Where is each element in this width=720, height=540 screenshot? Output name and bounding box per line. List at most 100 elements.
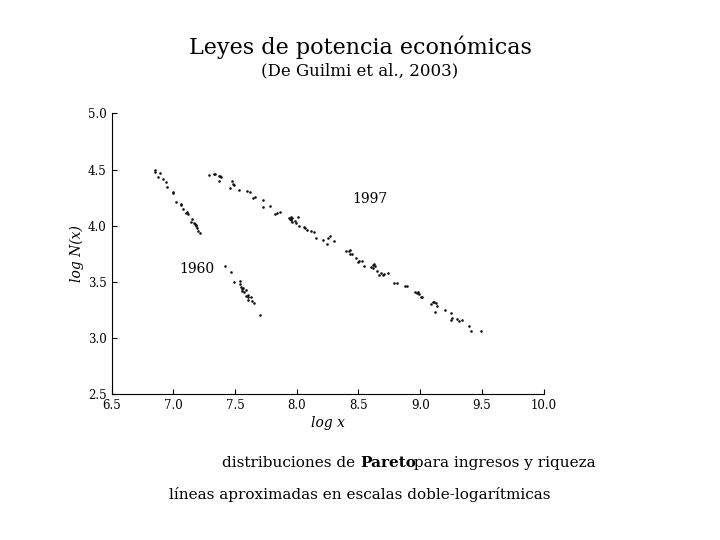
Text: para ingresos y riqueza: para ingresos y riqueza — [409, 456, 595, 470]
X-axis label: log x: log x — [310, 416, 345, 430]
Point — [241, 187, 253, 195]
Point — [237, 284, 248, 292]
Point — [409, 287, 420, 296]
Point — [213, 177, 225, 186]
Point — [243, 295, 254, 304]
Point — [264, 202, 276, 211]
Point — [354, 257, 365, 266]
Point — [454, 317, 465, 326]
Point — [239, 287, 251, 296]
Point — [431, 299, 442, 307]
Point — [298, 223, 310, 232]
Point — [235, 282, 246, 291]
Point — [274, 207, 286, 216]
Point — [189, 219, 201, 228]
Point — [301, 225, 312, 234]
Point — [243, 293, 254, 302]
Point — [410, 288, 422, 297]
Point — [254, 311, 266, 320]
Point — [428, 298, 440, 307]
Point — [382, 268, 393, 277]
Point — [324, 232, 336, 241]
Point — [308, 228, 320, 237]
Point — [300, 224, 311, 233]
Point — [340, 247, 351, 255]
Point — [269, 210, 281, 219]
Point — [152, 173, 163, 182]
Point — [149, 167, 161, 176]
Point — [463, 322, 474, 331]
Point — [392, 279, 403, 288]
Point — [240, 286, 251, 294]
Text: (De Guilmi et al., 2003): (De Guilmi et al., 2003) — [261, 62, 459, 79]
Point — [170, 198, 181, 207]
Point — [466, 327, 477, 335]
Point — [378, 269, 390, 278]
Text: líneas aproximadas en escalas doble-logarítmicas: líneas aproximadas en escalas doble-loga… — [169, 488, 551, 503]
Point — [181, 210, 193, 219]
Point — [180, 208, 192, 217]
Point — [208, 169, 220, 178]
Point — [285, 213, 297, 221]
Point — [287, 218, 298, 226]
Point — [192, 226, 204, 235]
Point — [181, 208, 192, 217]
Point — [318, 235, 329, 244]
Point — [310, 234, 322, 242]
Text: 1960: 1960 — [179, 262, 215, 276]
Point — [233, 186, 245, 194]
Point — [415, 293, 427, 301]
Point — [439, 305, 451, 314]
Point — [446, 316, 457, 325]
Point — [244, 188, 256, 197]
Point — [294, 221, 305, 230]
Point — [289, 217, 301, 225]
Point — [209, 170, 220, 178]
Point — [149, 165, 161, 174]
Point — [451, 315, 463, 323]
Point — [425, 300, 436, 308]
Point — [429, 308, 441, 316]
Point — [249, 193, 261, 201]
Point — [189, 219, 200, 227]
Point — [445, 308, 456, 317]
Point — [235, 279, 246, 288]
Point — [377, 271, 389, 280]
Point — [167, 188, 179, 197]
Point — [224, 183, 235, 192]
Point — [475, 327, 487, 335]
Point — [413, 290, 425, 299]
Point — [416, 293, 428, 301]
Point — [246, 292, 257, 301]
Point — [246, 297, 258, 306]
Point — [400, 282, 411, 291]
Point — [367, 264, 379, 272]
Point — [343, 247, 355, 256]
Point — [402, 281, 413, 290]
Point — [285, 215, 297, 224]
Text: distribuciones de: distribuciones de — [222, 456, 360, 470]
Point — [228, 181, 240, 190]
Point — [257, 203, 269, 212]
Point — [292, 213, 304, 221]
Point — [350, 254, 361, 262]
Point — [175, 200, 186, 209]
Point — [346, 249, 358, 258]
Point — [236, 285, 248, 293]
Point — [446, 314, 458, 322]
Text: 1997: 1997 — [352, 192, 387, 206]
Point — [321, 239, 333, 248]
Point — [344, 249, 356, 258]
Point — [257, 196, 269, 205]
Point — [234, 276, 246, 285]
Point — [214, 171, 225, 180]
Point — [194, 229, 206, 238]
Point — [213, 172, 225, 180]
Point — [431, 302, 443, 310]
Point — [369, 259, 380, 268]
Point — [167, 188, 179, 197]
Point — [203, 171, 215, 179]
Point — [290, 219, 302, 228]
Point — [372, 267, 383, 275]
Point — [322, 234, 333, 242]
